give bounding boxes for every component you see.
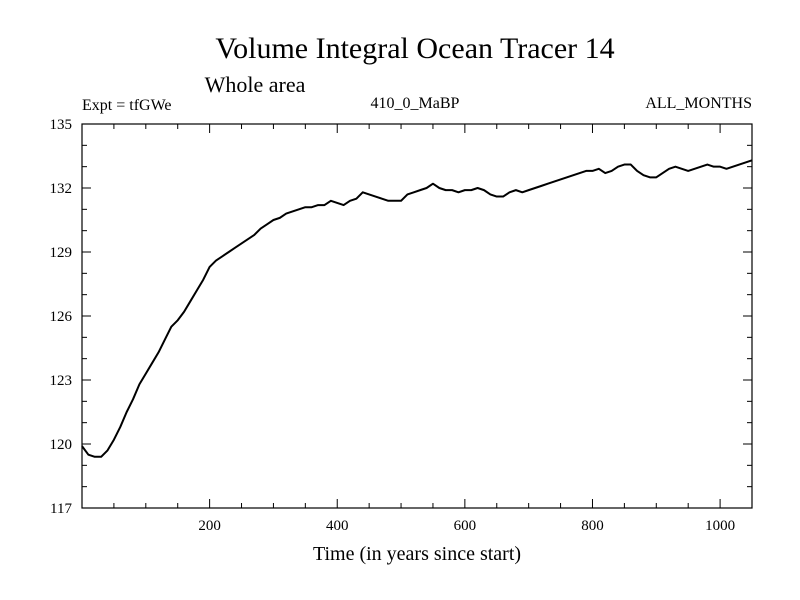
y-tick-label: 132 [50, 181, 73, 197]
experiment-label: Expt = tfGWe [82, 97, 172, 114]
y-tick-label: 123 [50, 373, 73, 389]
x-tick-label: 800 [581, 518, 604, 534]
x-tick-label: 400 [326, 518, 349, 534]
chart-title: Volume Integral Ocean Tracer 14 [215, 32, 614, 65]
plot-frame [81, 123, 753, 509]
chart-subtitle: Whole area [205, 72, 306, 97]
y-tick-label: 129 [50, 245, 73, 261]
period-label: 410_0_MaBP [371, 95, 460, 112]
x-tick-label: 200 [198, 518, 221, 534]
series-line [81, 159, 753, 458]
y-tick-label: 126 [50, 309, 73, 325]
y-tick-label: 135 [50, 117, 73, 133]
y-tick-label: 117 [50, 501, 72, 517]
months-label: ALL_MONTHS [645, 95, 752, 112]
y-tick-label: 120 [50, 437, 73, 453]
series-layer [81, 159, 753, 458]
x-axis-label: Time (in years since start) [313, 543, 521, 565]
x-tick-label: 1000 [705, 518, 735, 534]
tick-labels: 200 400 600 800 1000 117 120 123 126 129 132 135 [50, 117, 736, 534]
axis-ticks [82, 124, 752, 508]
x-tick-label: 600 [454, 518, 477, 534]
